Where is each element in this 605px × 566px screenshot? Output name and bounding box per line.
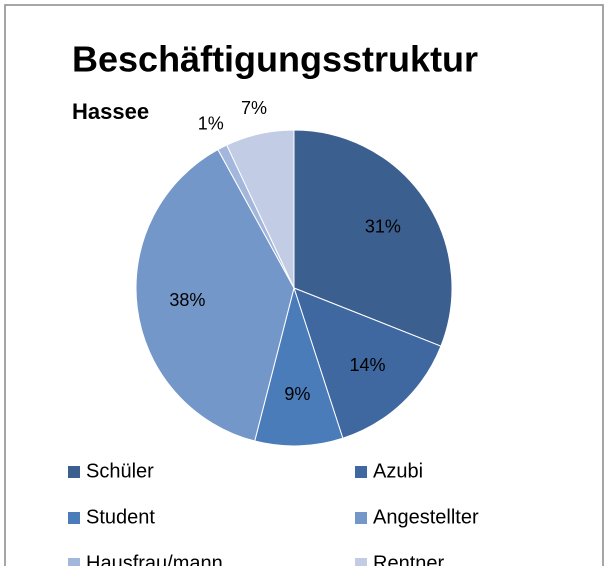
legend-swatch <box>355 558 367 566</box>
legend-label: Rentner <box>373 552 444 566</box>
legend-label: Azubi <box>373 460 423 482</box>
pie-slice <box>226 129 295 289</box>
data-label: 7% <box>241 98 267 118</box>
legend-swatch <box>355 466 367 478</box>
legend-swatch <box>68 466 80 478</box>
chart-frame <box>4 4 604 566</box>
data-label: 9% <box>284 384 310 404</box>
pie-slice <box>254 286 344 447</box>
data-label: 31% <box>365 216 401 236</box>
legend-label: Student <box>86 506 155 528</box>
legend-label: Angestellter <box>373 506 479 528</box>
data-label: 1% <box>198 113 224 133</box>
legend-swatch <box>355 512 367 524</box>
legend-swatch <box>68 558 80 566</box>
data-label: 38% <box>169 290 205 310</box>
chart-title: Beschäftigungsstruktur <box>72 39 478 80</box>
legend-label: Hausfrau/mann <box>86 552 223 566</box>
data-label: 14% <box>350 355 386 375</box>
legend-label: Schüler <box>86 460 154 482</box>
legend-swatch <box>68 512 80 524</box>
pie-slice <box>135 148 295 442</box>
pie-slice <box>293 129 453 347</box>
chart-subtitle: Hassee <box>72 99 149 124</box>
